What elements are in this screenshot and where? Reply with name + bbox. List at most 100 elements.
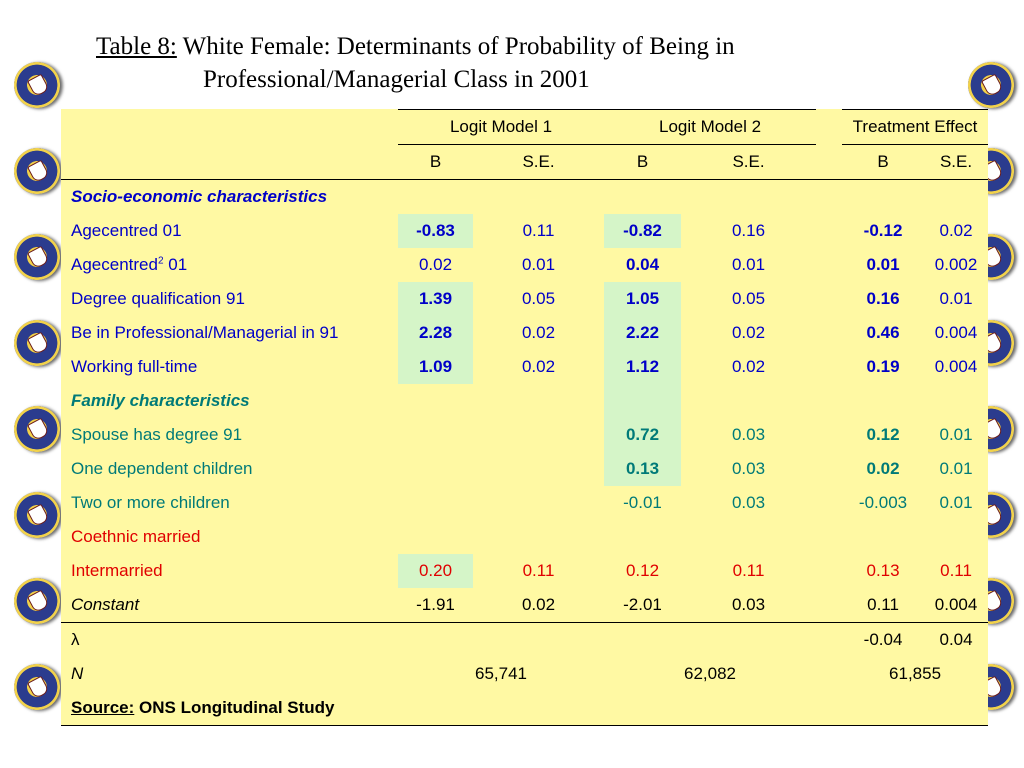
university-crest-icon: [5, 655, 69, 719]
source-label: Source:: [71, 698, 135, 717]
university-crest-icon: [5, 53, 69, 117]
header-se: S.E.: [924, 144, 989, 180]
cell-value: -0.82: [604, 214, 682, 248]
table-row: Constant -1.91 0.02 -2.01 0.03 0.11 0.00…: [61, 588, 989, 623]
cell-value: 0.16: [731, 221, 766, 240]
cell-value: -0.83: [398, 214, 473, 248]
row-label: Intermarried: [71, 561, 163, 580]
cell-value: -2.01: [604, 588, 682, 623]
header-row-models: Logit Model 1 Logit Model 2 Treatment Ef…: [61, 109, 989, 145]
table-row: One dependent children 0.13 0.03 0.02 0.…: [61, 452, 988, 486]
results-table: Logit Model 1 Logit Model 2 Treatment Ef…: [61, 109, 989, 726]
cell-value: 0.11: [522, 561, 555, 580]
header-b: B: [398, 144, 473, 180]
source-note: Source: ONS Longitudinal Study: [61, 691, 989, 726]
cell-value: 0.16: [866, 289, 900, 308]
title-line-2: Professional/Managerial Class in 2001: [203, 66, 590, 93]
section-row: Family characteristics: [61, 384, 988, 418]
table-row: Intermarried 0.20 0.11 0.12 0.11 0.13 0.…: [61, 554, 988, 588]
cell-value: 0.02: [418, 255, 453, 274]
header-logit-model-2: Logit Model 2: [604, 109, 817, 145]
cell-value: -0.003: [858, 493, 908, 512]
table-row: Agecentred2 01 0.02 0.01 0.04 0.01 0.01 …: [61, 248, 988, 282]
cell-value: 0.04: [939, 630, 973, 649]
cell-value: 0.11: [732, 561, 765, 580]
university-crest-icon: [959, 53, 1023, 117]
cell-value: 62,082: [684, 664, 737, 683]
table-row: Degree qualification 91 1.39 0.05 1.05 0…: [61, 282, 988, 316]
cell-value: 1.05: [604, 282, 682, 316]
cell-value: -0.01: [623, 493, 662, 512]
cell-value: -1.91: [398, 588, 473, 623]
cell-value: 2.28: [398, 316, 473, 350]
cell-value: 65,741: [475, 664, 527, 683]
cell-value: 0.02: [521, 357, 556, 376]
table-row: Working full-time 1.09 0.02 1.12 0.02 0.…: [61, 350, 988, 384]
cell-value: 0.01: [939, 425, 973, 444]
title-line-1: White Female: Determinants of Probabilit…: [182, 33, 735, 60]
cell-value: 0.12: [866, 425, 900, 444]
cell-value: 0.01: [866, 255, 900, 274]
cell-value: 0.04: [625, 255, 660, 274]
row-label: Constant: [61, 588, 398, 623]
header-se: S.E.: [681, 144, 817, 180]
table-row: Coethnic married: [61, 520, 988, 554]
row-label: Be in Professional/Managerial in 91: [71, 323, 339, 342]
cell-value: 0.004: [924, 588, 989, 623]
cell-value: -0.12: [863, 221, 903, 240]
table-number: Table 8:: [96, 33, 177, 60]
cell-value: 0.02: [473, 588, 605, 623]
section-row: Socio-economic characteristics: [61, 180, 988, 215]
header-treatment-effect: Treatment Effect: [842, 109, 989, 145]
cell-value: 0.20: [398, 554, 473, 588]
cell-value: 0.13: [866, 561, 900, 580]
university-crest-icon: [5, 311, 69, 375]
university-crest-icon: [5, 397, 69, 461]
section-socio-economic: Socio-economic characteristics: [71, 187, 328, 206]
table-row: Two or more children -0.01 0.03 -0.003 0…: [61, 486, 988, 520]
page-title: Table 8: White Female: Determinants of P…: [96, 30, 735, 96]
cell-value: 0.03: [681, 588, 817, 623]
cell-value: 0.01: [939, 459, 973, 478]
table-row: Be in Professional/Managerial in 91 2.28…: [61, 316, 988, 350]
header-row-columns: B S.E. B S.E. B S.E.: [61, 144, 989, 180]
cell-value: 0.03: [731, 425, 766, 444]
source-text: ONS Longitudinal Study: [134, 698, 335, 717]
table-row: N 65,741 62,082 61,855: [61, 657, 988, 691]
cell-value: 0.05: [731, 289, 766, 308]
row-label: λ: [71, 630, 80, 649]
source-row: Source: ONS Longitudinal Study: [61, 691, 989, 726]
cell-value: 0.01: [939, 289, 973, 308]
cell-value: 1.39: [398, 282, 473, 316]
cell-value: 0.11: [842, 588, 925, 623]
row-label: Working full-time: [71, 357, 198, 376]
header-b: B: [604, 144, 682, 180]
university-crest-icon: [5, 225, 69, 289]
cell-value: -0.04: [863, 630, 903, 649]
cell-value: 0.03: [731, 493, 766, 512]
table-row: Agecentred 01 -0.83 0.11 -0.82 0.16 -0.1…: [61, 214, 988, 248]
row-label: Two or more children: [71, 493, 230, 512]
cell-value: 0.01: [521, 255, 556, 274]
cell-value: 0.01: [731, 255, 766, 274]
cell-value: 0.02: [866, 459, 900, 478]
section-family: Family characteristics: [71, 391, 250, 410]
cell-value: 0.02: [939, 221, 973, 240]
cell-value: 0.004: [934, 357, 978, 376]
cell-value: 61,855: [889, 664, 942, 683]
cell-value: 0.12: [625, 561, 660, 580]
table-row: Spouse has degree 91 0.72 0.03 0.12 0.01: [61, 418, 988, 452]
row-label: Degree qualification 91: [71, 289, 245, 308]
cell-value: 0.03: [731, 459, 766, 478]
row-label: N: [71, 664, 84, 683]
table-row: λ -0.04 0.04: [61, 623, 988, 658]
cell-value: 2.22: [604, 316, 682, 350]
cell-value: 0.02: [521, 323, 556, 342]
header-b: B: [842, 144, 925, 180]
cell-value: 0.11: [522, 221, 555, 240]
cell-value: 0.72: [604, 418, 682, 452]
cell-value: 0.004: [934, 323, 978, 342]
header-se: S.E.: [473, 144, 605, 180]
row-label: Agecentred2 01: [71, 255, 188, 274]
university-crest-icon: [5, 139, 69, 203]
